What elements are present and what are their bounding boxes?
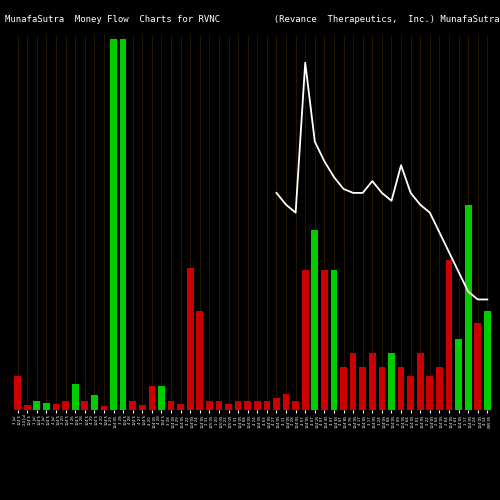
Bar <box>254 402 260 410</box>
Bar <box>426 376 433 410</box>
Bar <box>321 270 328 410</box>
Bar <box>34 402 40 410</box>
Bar <box>52 404 60 410</box>
Bar <box>24 406 30 410</box>
Bar <box>43 403 50 410</box>
Bar <box>100 406 107 410</box>
Bar <box>378 366 386 410</box>
Bar <box>225 404 232 410</box>
Bar <box>264 402 270 410</box>
Bar <box>360 366 366 410</box>
Bar <box>120 39 126 410</box>
Bar <box>139 406 145 410</box>
Bar <box>330 270 338 410</box>
Bar <box>369 353 376 410</box>
Bar <box>235 402 242 410</box>
Bar <box>158 386 165 410</box>
Bar <box>187 268 194 410</box>
Bar <box>206 402 212 410</box>
Bar <box>273 398 280 410</box>
Bar <box>408 376 414 410</box>
Bar <box>465 204 471 410</box>
Bar <box>474 323 481 410</box>
Bar <box>178 404 184 410</box>
Text: MunafaSutra  Money Flow  Charts for RVNC          (Revance  Therapeutics,  Inc.): MunafaSutra Money Flow Charts for RVNC (… <box>5 15 500 24</box>
Bar <box>282 394 290 410</box>
Bar <box>340 366 347 410</box>
Bar <box>82 402 88 410</box>
Bar <box>484 312 490 410</box>
Bar <box>62 402 69 410</box>
Bar <box>312 230 318 410</box>
Bar <box>446 260 452 410</box>
Bar <box>417 353 424 410</box>
Bar <box>196 312 203 410</box>
Bar <box>14 376 21 410</box>
Bar <box>436 366 443 410</box>
Bar <box>388 353 395 410</box>
Bar <box>130 402 136 410</box>
Bar <box>91 395 98 410</box>
Bar <box>110 39 117 410</box>
Bar <box>292 402 299 410</box>
Bar <box>168 402 174 410</box>
Bar <box>455 339 462 410</box>
Bar <box>350 353 356 410</box>
Bar <box>72 384 78 410</box>
Bar <box>216 402 222 410</box>
Bar <box>148 386 155 410</box>
Bar <box>244 402 251 410</box>
Bar <box>302 270 308 410</box>
Bar <box>398 366 404 410</box>
